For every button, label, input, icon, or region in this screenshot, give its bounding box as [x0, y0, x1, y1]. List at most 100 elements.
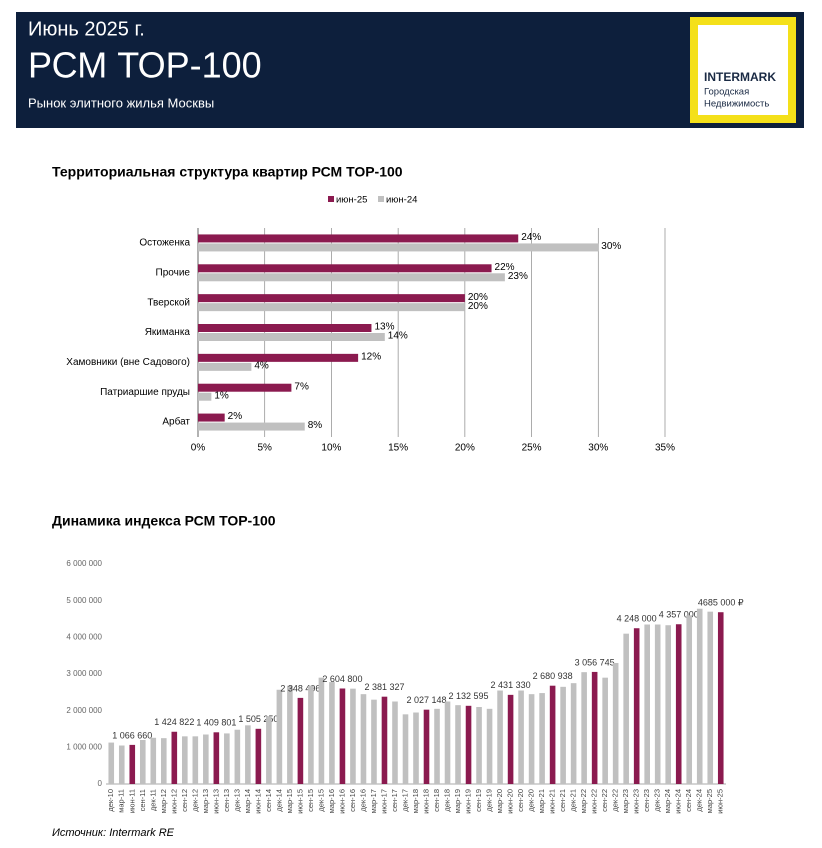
data-label: 20%: [468, 301, 488, 312]
bar: [198, 294, 465, 303]
data-label: 4 248 000: [617, 614, 657, 624]
x-tick-label: июн-21: [548, 789, 557, 814]
bar: [198, 303, 465, 312]
y-tick-label: Прочие: [156, 267, 191, 278]
x-tick-label: сен-19: [474, 789, 483, 812]
bar: [560, 686, 566, 784]
bar: [455, 705, 461, 784]
bar: [329, 682, 335, 784]
bar: [402, 714, 409, 784]
x-tick-label: мар-13: [201, 789, 210, 813]
logo-tagline: Городская: [704, 87, 749, 98]
data-label: 23%: [508, 271, 528, 282]
x-tick-label: 35%: [655, 443, 675, 454]
x-tick-label: дек-11: [148, 789, 157, 811]
logo-box: [698, 25, 788, 115]
data-label: 13%: [374, 322, 394, 333]
x-tick-label: июн-17: [379, 789, 388, 814]
bar: [360, 694, 367, 784]
bar: [108, 742, 115, 784]
x-tick-label: дек-12: [190, 789, 199, 812]
y-tick-label: 2 000 000: [66, 706, 102, 715]
bar: [171, 731, 178, 784]
bar: [423, 709, 430, 784]
x-tick-label: мар-21: [537, 789, 546, 813]
y-tick-label: Якиманка: [145, 327, 191, 338]
bar: [160, 738, 167, 784]
x-tick-label: июн-19: [464, 789, 473, 814]
bar: [287, 685, 293, 784]
bar: [182, 736, 188, 784]
header-subtitle: Рынок элитного жилья Москвы: [28, 95, 214, 110]
data-label: 1%: [214, 390, 229, 401]
logo-tagline: Недвижимость: [704, 99, 769, 110]
x-tick-label: июн-13: [211, 789, 220, 814]
x-tick-label: мар-22: [579, 789, 588, 813]
legend-label: июн-24: [386, 195, 417, 206]
bar: [570, 683, 577, 784]
bar: [245, 725, 251, 784]
bar: [371, 699, 377, 784]
bar: [255, 728, 262, 784]
y-tick-label: 0: [98, 779, 103, 788]
y-tick-label: 5 000 000: [66, 596, 102, 605]
y-tick-label: 1 000 000: [66, 742, 102, 751]
bar: [675, 624, 682, 784]
x-tick-label: дек-16: [358, 789, 367, 812]
x-tick-label: сен-12: [180, 789, 189, 812]
header-band: [16, 12, 804, 128]
data-label: 1 424 822: [154, 717, 194, 727]
y-tick-label: 4 000 000: [66, 632, 102, 641]
data-label: 2 431 330: [491, 680, 531, 690]
x-tick-label: мар-19: [453, 789, 462, 813]
data-label: 1 505 250: [238, 714, 278, 724]
bar: [696, 608, 703, 784]
data-label: 20%: [468, 292, 488, 303]
bar: [686, 615, 693, 784]
y-tick-label: Арбат: [162, 416, 190, 428]
bar: [549, 685, 556, 784]
y-tick-label: Хамовники (вне Садового): [66, 357, 190, 368]
x-tick-label: сен-21: [558, 789, 567, 812]
x-tick-label: сен-16: [348, 789, 357, 812]
x-tick-label: дек-21: [569, 789, 578, 812]
x-tick-label: июн-16: [337, 789, 346, 814]
bar: [654, 624, 661, 784]
x-tick-label: 15%: [388, 443, 408, 454]
x-tick-label: дек-10: [106, 789, 115, 812]
x-tick-label: мар-15: [285, 789, 294, 813]
bar: [707, 611, 714, 784]
x-tick-label: 10%: [321, 443, 341, 454]
data-label: 2 604 800: [322, 674, 362, 684]
bar: [465, 705, 472, 784]
x-tick-label: мар-17: [369, 789, 378, 813]
bar: [665, 625, 672, 784]
x-tick-label: дек-20: [527, 789, 536, 812]
bar: [717, 612, 724, 784]
bar: [623, 633, 629, 784]
bar: [591, 671, 598, 784]
bar: [198, 264, 492, 273]
bar: [644, 624, 650, 784]
bar: [392, 701, 398, 784]
x-tick-label: дек-15: [316, 789, 325, 812]
bar: [350, 688, 356, 784]
y-tick-label: 3 000 000: [66, 669, 102, 678]
x-tick-label: июн-11: [127, 789, 136, 813]
x-tick-label: июн-25: [716, 789, 725, 814]
logo-name: INTERMARK: [704, 70, 776, 84]
bar: [198, 273, 505, 282]
x-tick-label: сен-13: [222, 789, 231, 812]
x-tick-label: сен-17: [390, 789, 399, 812]
bar: [444, 701, 451, 784]
legend-swatch: [378, 196, 384, 202]
bar: [192, 736, 199, 784]
bar: [198, 234, 519, 243]
bar: [198, 362, 252, 371]
bar: [308, 685, 314, 784]
x-tick-label: сен-18: [432, 789, 441, 812]
bar: [381, 696, 388, 784]
x-tick-label: июн-18: [421, 789, 430, 814]
bar: [413, 712, 419, 784]
